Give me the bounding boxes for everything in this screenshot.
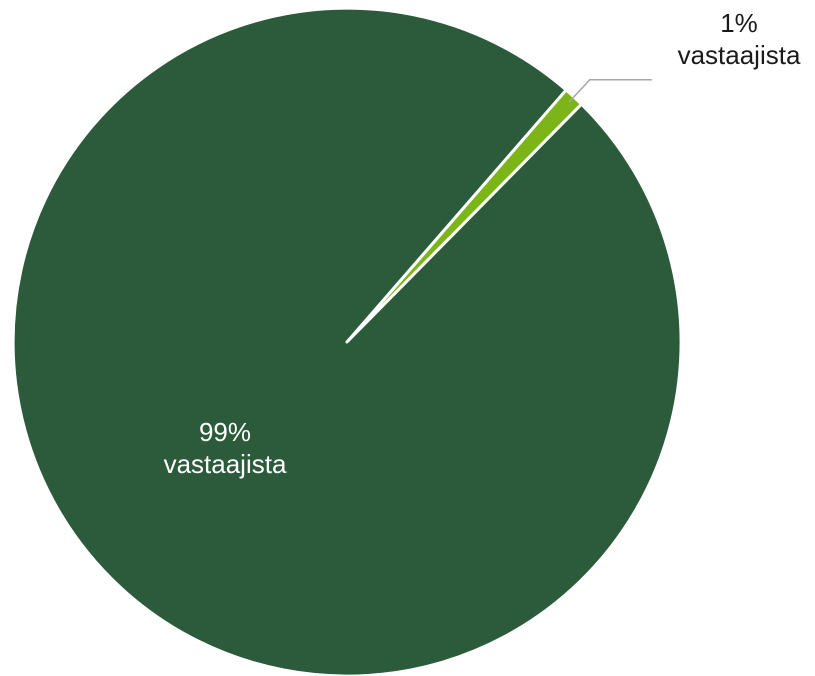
leader-lines — [568, 79, 652, 103]
leader-line-1-percent — [568, 79, 652, 103]
pie-slice-99-percent — [11, 6, 683, 676]
data-label-1-percent: 1% vastaajista — [678, 8, 801, 70]
data-label-99-percent: 99% vastaajista — [164, 417, 287, 479]
data-label-text: vastaajista — [678, 40, 801, 70]
pie-slices — [11, 6, 683, 676]
data-label-text: vastaajista — [164, 449, 287, 479]
data-label-value: 1% — [720, 8, 758, 38]
data-label-value: 99% — [199, 417, 251, 447]
